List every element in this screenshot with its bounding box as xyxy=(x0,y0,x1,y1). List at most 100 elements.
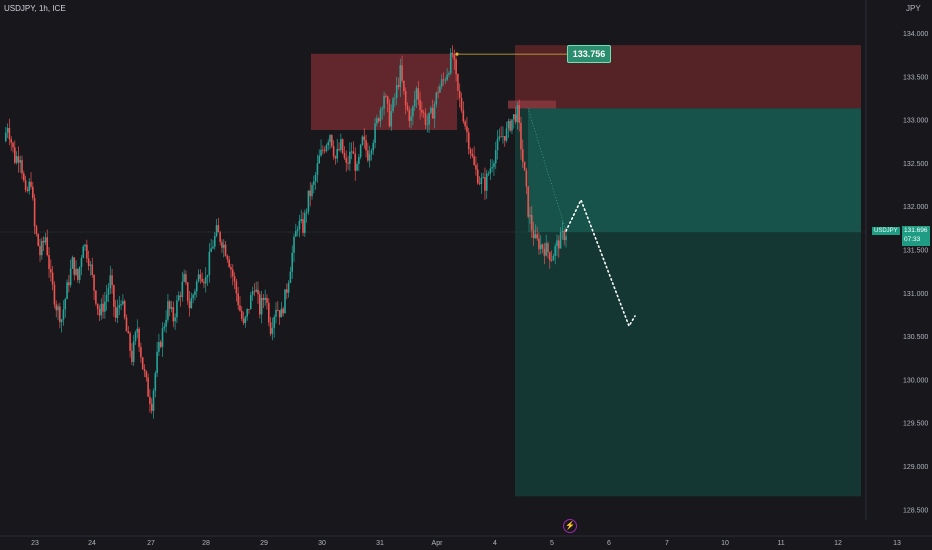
price-tick-label: 133.000 xyxy=(903,118,928,125)
candle-body xyxy=(410,116,412,121)
candle-body xyxy=(404,91,407,106)
candle-body xyxy=(502,136,504,137)
candle-body xyxy=(399,65,402,87)
symbol-title[interactable]: USDJPY, 1h, ICE xyxy=(4,4,66,13)
candle-body xyxy=(273,316,275,328)
price-tick-label: 129.500 xyxy=(903,421,928,428)
candle-body xyxy=(105,294,108,302)
candle-body xyxy=(240,310,243,319)
candle-body xyxy=(129,333,131,351)
candle-body xyxy=(111,275,113,286)
candle-body xyxy=(163,326,166,329)
candle-body xyxy=(556,240,558,247)
candle-body xyxy=(394,97,396,99)
time-tick-label: 31 xyxy=(376,540,384,547)
candle-body xyxy=(500,136,502,138)
time-tick-label: 13 xyxy=(893,540,901,547)
candle-body xyxy=(113,285,115,307)
candle-body xyxy=(554,246,556,256)
candle-body xyxy=(385,95,387,97)
candle-body xyxy=(424,113,427,125)
candle-body xyxy=(289,271,292,283)
candle-body xyxy=(282,308,284,314)
candle-body xyxy=(343,153,346,158)
last-price-value: 131.696 xyxy=(904,227,928,234)
candle-body xyxy=(147,377,149,397)
time-tick-label: 24 xyxy=(88,540,96,547)
candle-body xyxy=(368,154,371,161)
candle-body xyxy=(302,219,304,233)
lightning-icon[interactable]: ⚡ xyxy=(563,519,577,533)
candle-body xyxy=(354,153,357,171)
price-axis[interactable]: 134.000 133.500 133.000 132.500 132.000 131.5… xyxy=(865,0,928,520)
candle-body xyxy=(203,281,205,284)
time-tick-label: 12 xyxy=(834,540,842,547)
time-tick-label: 4 xyxy=(493,540,497,547)
candle-body xyxy=(51,272,54,285)
candle-body xyxy=(352,151,355,154)
candle-body xyxy=(136,328,139,333)
price-tick-label: 131.500 xyxy=(903,248,928,255)
candle-body xyxy=(87,258,90,266)
candle-body xyxy=(104,301,106,312)
candle-body xyxy=(529,214,531,217)
candle-body xyxy=(449,52,452,74)
time-tick-label: 29 xyxy=(260,540,268,547)
last-price-symbol-label: USDJPY xyxy=(872,227,900,235)
candle-body xyxy=(44,237,47,243)
time-axis[interactable]: 23 24 27 28 29 30 31 Apr 4 5 6 7 10 11 12 13 xyxy=(0,535,932,547)
candle-body xyxy=(507,121,510,129)
price-tick-label: 134.000 xyxy=(903,31,928,38)
candle-body xyxy=(278,310,281,318)
entry-marker-zone xyxy=(508,100,556,109)
currency-label: JPY xyxy=(906,4,921,13)
projection-path xyxy=(565,197,636,328)
candle-body xyxy=(42,240,45,243)
candle-body xyxy=(62,309,65,320)
candle-body xyxy=(304,213,306,233)
candle-body xyxy=(543,248,546,256)
candle-body xyxy=(123,301,126,318)
candle-body xyxy=(525,170,528,187)
candle-body xyxy=(460,98,463,111)
candle-body xyxy=(448,73,450,75)
candle-body xyxy=(213,235,216,247)
candle-body xyxy=(32,186,34,199)
candle-body xyxy=(388,103,391,127)
candle-body xyxy=(530,214,533,231)
candle-body xyxy=(284,289,286,314)
candle-body xyxy=(167,301,169,320)
candle-body xyxy=(59,306,61,323)
candle-body xyxy=(253,291,256,293)
candle-body xyxy=(311,184,313,197)
candle-body xyxy=(412,106,414,117)
candle-body xyxy=(235,281,238,294)
candle-body xyxy=(131,350,133,362)
candle-body xyxy=(314,174,317,182)
candle-body xyxy=(89,264,92,266)
candle-body xyxy=(383,95,385,109)
candle-body xyxy=(367,150,369,161)
trade-path-line xyxy=(527,108,567,232)
time-tick-label: 30 xyxy=(318,540,326,547)
time-tick-label: 6 xyxy=(607,540,611,547)
candle-body xyxy=(552,255,555,261)
candle-body xyxy=(557,240,560,249)
candle-body xyxy=(77,268,79,280)
candle-body xyxy=(168,301,171,309)
candle-body xyxy=(246,308,248,317)
candle-body xyxy=(334,156,337,159)
candle-body xyxy=(75,268,77,275)
candle-body xyxy=(466,126,468,133)
candle-body xyxy=(60,319,63,323)
candle-body xyxy=(15,156,18,163)
candle-body xyxy=(132,341,135,362)
candle-body xyxy=(300,219,303,221)
candle-body xyxy=(390,111,393,127)
candle-body xyxy=(318,155,321,164)
candle-body xyxy=(439,86,441,93)
candle-body xyxy=(179,295,182,297)
candle-body xyxy=(149,396,151,404)
candle-body xyxy=(172,307,175,322)
